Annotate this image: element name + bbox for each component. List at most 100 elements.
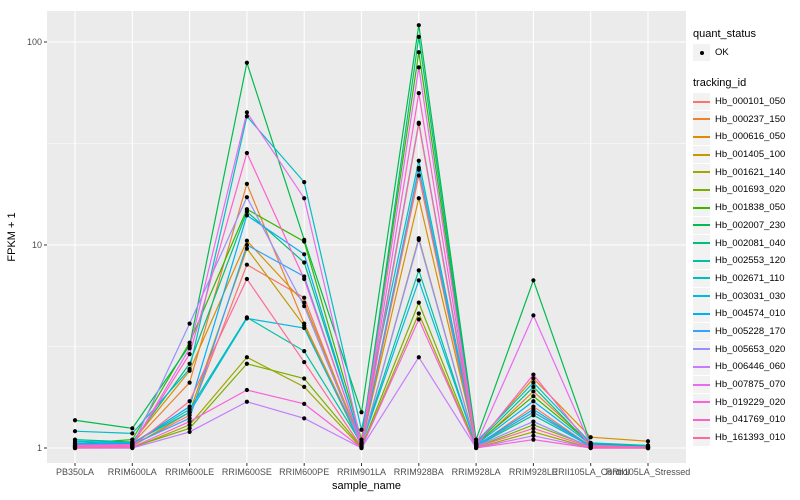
- data-point[interactable]: [302, 252, 307, 257]
- legend-item-quant-ok[interactable]: OK: [693, 44, 799, 62]
- data-point[interactable]: [187, 429, 192, 435]
- data-point[interactable]: [187, 346, 192, 351]
- data-point[interactable]: [531, 419, 536, 424]
- legend-item-Hb_002007_230[interactable]: Hb_002007_230: [693, 216, 799, 235]
- data-point[interactable]: [416, 34, 421, 39]
- data-point[interactable]: [302, 376, 307, 381]
- data-point[interactable]: [531, 394, 536, 399]
- data-point[interactable]: [416, 278, 421, 283]
- data-point[interactable]: [531, 389, 536, 394]
- data-point[interactable]: [645, 439, 651, 444]
- data-point[interactable]: [244, 213, 249, 218]
- data-point[interactable]: [72, 445, 78, 450]
- data-point[interactable]: [187, 416, 192, 421]
- data-point[interactable]: [359, 410, 364, 415]
- legend-item-Hb_000237_150[interactable]: Hb_000237_150: [693, 110, 799, 128]
- data-point[interactable]: [130, 426, 135, 431]
- data-point[interactable]: [187, 422, 192, 427]
- data-point[interactable]: [302, 196, 307, 201]
- data-point[interactable]: [531, 437, 536, 442]
- data-point[interactable]: [187, 380, 192, 385]
- data-point[interactable]: [416, 311, 421, 316]
- data-point[interactable]: [302, 300, 307, 305]
- data-point[interactable]: [531, 422, 536, 427]
- legend-item-Hb_041769_010[interactable]: Hb_041769_010: [693, 411, 799, 429]
- data-point[interactable]: [416, 121, 421, 126]
- data-point[interactable]: [187, 321, 192, 326]
- data-point[interactable]: [244, 361, 249, 366]
- data-point[interactable]: [416, 196, 421, 201]
- data-point[interactable]: [588, 445, 593, 450]
- data-point[interactable]: [416, 23, 421, 28]
- data-point[interactable]: [187, 366, 192, 372]
- data-point[interactable]: [302, 295, 307, 300]
- data-point[interactable]: [187, 419, 192, 424]
- data-point[interactable]: [130, 444, 135, 449]
- data-point[interactable]: [531, 407, 536, 412]
- data-point[interactable]: [588, 435, 593, 440]
- data-point[interactable]: [302, 260, 307, 265]
- legend-item-Hb_001838_050[interactable]: Hb_001838_050: [693, 199, 799, 217]
- legend-item-Hb_019229_020[interactable]: Hb_019229_020: [693, 393, 799, 411]
- data-point[interactable]: [302, 384, 307, 389]
- data-point[interactable]: [302, 349, 307, 354]
- data-point[interactable]: [302, 276, 307, 282]
- legend-item-Hb_001693_020[interactable]: Hb_001693_020: [693, 181, 799, 199]
- data-point[interactable]: [244, 110, 249, 115]
- data-point[interactable]: [359, 427, 364, 432]
- data-point[interactable]: [302, 180, 307, 185]
- data-point[interactable]: [531, 429, 536, 435]
- data-point[interactable]: [531, 278, 536, 283]
- data-point[interactable]: [244, 114, 249, 119]
- data-point[interactable]: [531, 410, 536, 415]
- data-point[interactable]: [531, 433, 536, 438]
- data-point[interactable]: [187, 426, 192, 431]
- data-point[interactable]: [531, 372, 536, 377]
- data-point[interactable]: [72, 429, 78, 434]
- data-point[interactable]: [187, 404, 192, 409]
- data-point[interactable]: [244, 387, 249, 393]
- data-point[interactable]: [416, 50, 421, 55]
- data-point[interactable]: [302, 237, 307, 242]
- data-point[interactable]: [187, 410, 192, 415]
- legend-item-Hb_000101_050[interactable]: Hb_000101_050: [693, 93, 799, 111]
- data-point[interactable]: [244, 355, 249, 360]
- legend-item-Hb_006446_060[interactable]: Hb_006446_060: [693, 358, 799, 376]
- legend-item-Hb_005228_170[interactable]: Hb_005228_170: [693, 322, 799, 341]
- data-point[interactable]: [302, 325, 307, 331]
- data-point[interactable]: [302, 416, 307, 421]
- data-point[interactable]: [531, 313, 536, 318]
- data-point[interactable]: [244, 195, 249, 200]
- data-point[interactable]: [531, 426, 536, 431]
- legend-item-Hb_004574_010[interactable]: Hb_004574_010: [693, 305, 799, 323]
- legend-item-Hb_001405_100[interactable]: Hb_001405_100: [693, 146, 799, 164]
- legend-item-Hb_003031_030[interactable]: Hb_003031_030: [693, 287, 799, 305]
- data-point[interactable]: [645, 445, 651, 451]
- data-point[interactable]: [416, 237, 421, 242]
- data-point[interactable]: [244, 209, 249, 214]
- data-point[interactable]: [416, 317, 421, 322]
- data-point[interactable]: [302, 401, 307, 406]
- legend-item-Hb_001621_140[interactable]: Hb_001621_140: [693, 163, 799, 181]
- data-point[interactable]: [244, 276, 249, 282]
- data-point[interactable]: [416, 91, 421, 96]
- data-point[interactable]: [244, 399, 249, 404]
- data-point[interactable]: [416, 165, 421, 170]
- data-point[interactable]: [416, 355, 421, 360]
- legend-item-Hb_002081_040[interactable]: Hb_002081_040: [693, 234, 799, 252]
- data-point[interactable]: [244, 238, 249, 243]
- data-point[interactable]: [531, 376, 536, 381]
- data-point[interactable]: [187, 361, 192, 366]
- data-point[interactable]: [130, 431, 135, 436]
- data-point[interactable]: [531, 413, 536, 418]
- data-point[interactable]: [187, 399, 192, 404]
- data-point[interactable]: [416, 65, 421, 70]
- data-point[interactable]: [359, 445, 364, 450]
- data-point[interactable]: [474, 445, 479, 450]
- data-point[interactable]: [244, 150, 249, 156]
- data-point[interactable]: [531, 380, 536, 385]
- data-point[interactable]: [416, 173, 421, 178]
- legend-item-Hb_161393_010[interactable]: Hb_161393_010: [693, 429, 799, 447]
- data-point[interactable]: [244, 60, 249, 65]
- data-point[interactable]: [531, 384, 536, 389]
